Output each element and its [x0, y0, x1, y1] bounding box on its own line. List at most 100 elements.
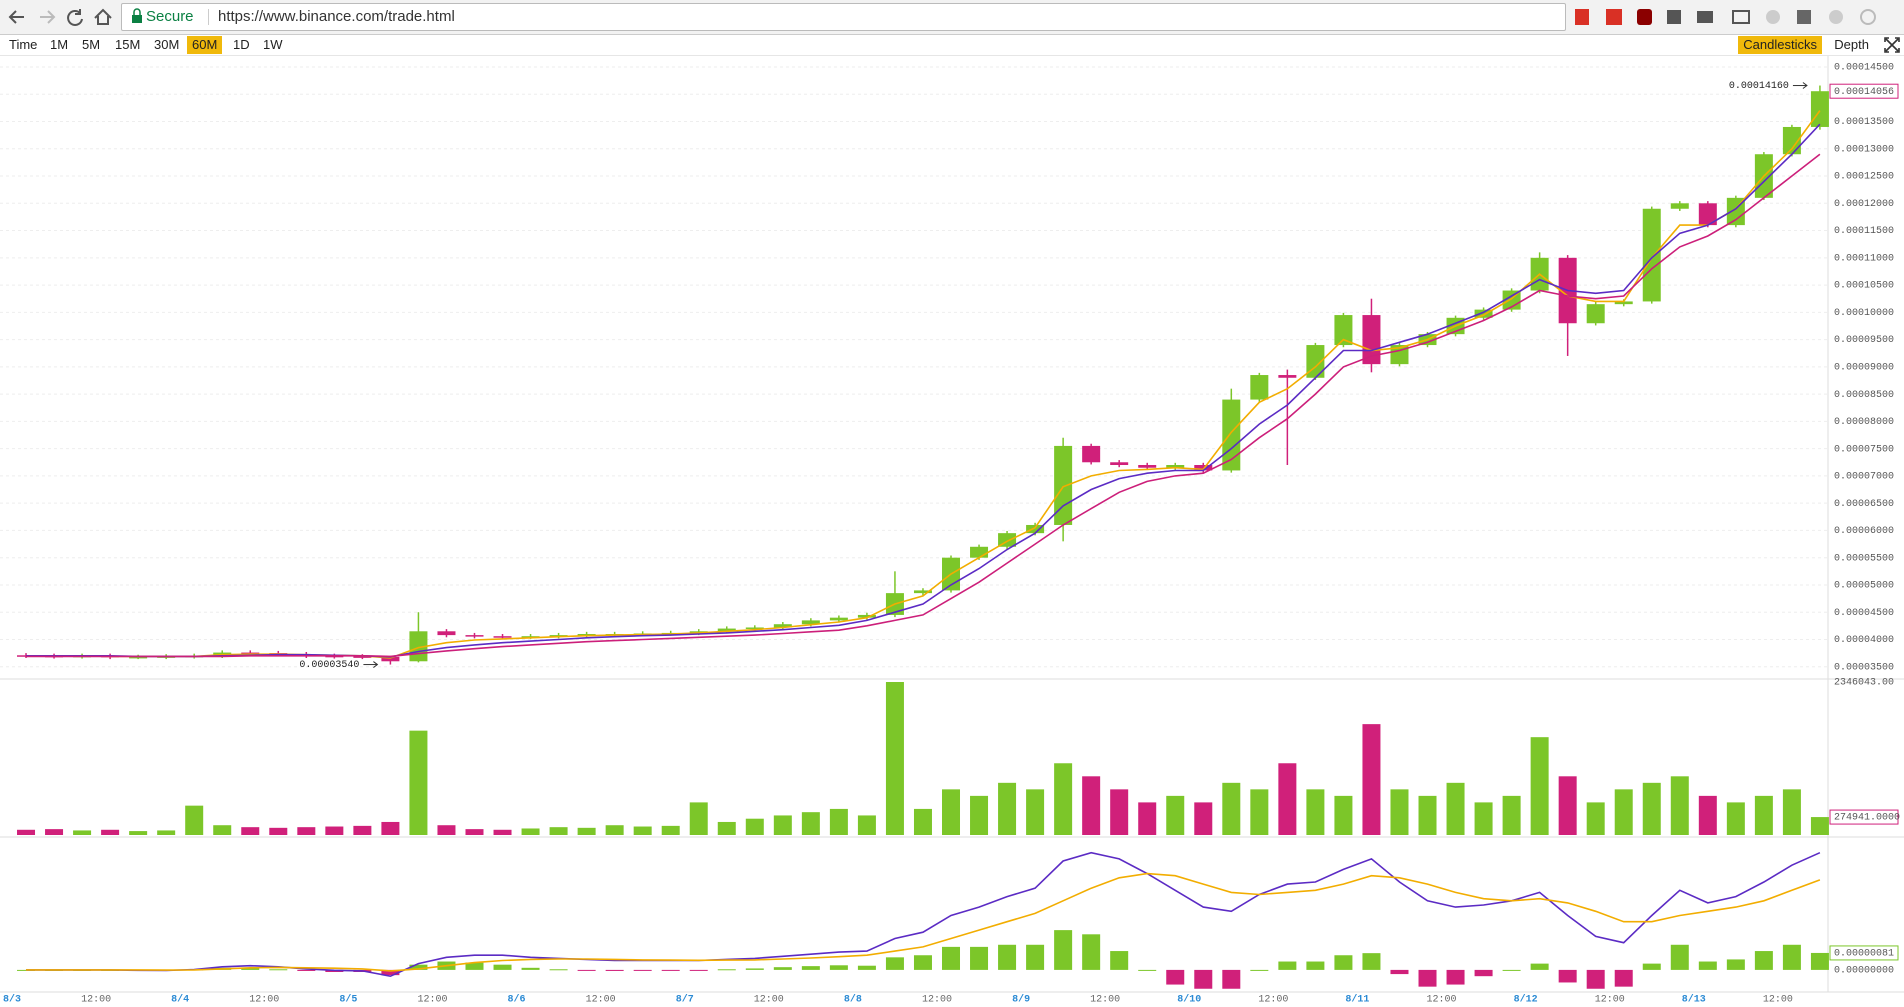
candle-body [1670, 203, 1689, 209]
macd-histogram-bar [1446, 969, 1465, 985]
extension-icon[interactable] [1797, 10, 1811, 24]
interval-button[interactable]: 1D [233, 37, 250, 52]
volume-bar [717, 821, 736, 835]
x-tick-label: 8/8 [844, 994, 862, 1006]
extension-icon[interactable] [1575, 9, 1589, 25]
x-tick-label: 8/9 [1012, 994, 1030, 1006]
interval-button[interactable]: 60M [187, 36, 223, 54]
volume-bar [1138, 802, 1157, 835]
macd-histogram-bar [1558, 969, 1577, 983]
y-tick-label: 0.00008000 [1834, 417, 1894, 428]
home-button[interactable] [94, 8, 112, 25]
volume-bar [17, 829, 36, 835]
volume-bar [1670, 776, 1689, 835]
last-value-label: 0.00014056 [1834, 87, 1894, 98]
interval-button[interactable]: 30M [154, 37, 180, 52]
x-tick-label: 8/10 [1177, 994, 1201, 1006]
extension-icon[interactable] [1766, 10, 1780, 24]
chart-toolbar: Time 1M 5M 15M 30M 60M 1D 1W Candlesticks Depth [0, 35, 1904, 56]
volume-bar [465, 829, 484, 835]
candle-body [1250, 375, 1269, 400]
forward-button[interactable] [40, 10, 56, 24]
volume-bar [1362, 724, 1381, 835]
reload-button[interactable] [67, 9, 83, 26]
extension-icon[interactable] [1667, 10, 1681, 24]
volume-bar [73, 830, 92, 835]
view-button[interactable]: Depth [1834, 37, 1869, 52]
ma-line [26, 123, 1821, 658]
extension-icon[interactable] [1697, 11, 1713, 23]
x-tick-label: 8/11 [1345, 994, 1369, 1006]
candle-body [1110, 462, 1129, 466]
volume-bar [829, 808, 848, 835]
volume-bar [1754, 795, 1773, 835]
macd-histogram-bar [661, 969, 680, 971]
macd-histogram-bar [1334, 955, 1353, 970]
macd-line [26, 851, 1821, 978]
ma-line [26, 153, 1821, 658]
macd-histogram-bar [1278, 961, 1297, 970]
candle-body [1334, 315, 1353, 346]
extension-icon[interactable] [1829, 10, 1843, 24]
macd-histogram-bar [1614, 969, 1633, 987]
annotation-label: 0.00014160 [1729, 81, 1789, 92]
macd-histogram-bar [1726, 959, 1745, 970]
macd-histogram-bar [970, 946, 989, 970]
volume-bar [157, 830, 176, 835]
macd-histogram-bar [297, 969, 316, 971]
volume-bar [1586, 802, 1605, 835]
interval-button[interactable]: 1M [50, 37, 69, 52]
ma-line [26, 110, 1821, 659]
macd-histogram-bar [885, 957, 904, 970]
macd-histogram-bar [1110, 951, 1129, 970]
macd-histogram-bar [1810, 952, 1829, 970]
address-bar[interactable]: Secure https://www.binance.com/trade.htm… [121, 3, 1566, 31]
extension-icon[interactable] [1860, 9, 1876, 25]
extension-icon[interactable] [1637, 9, 1652, 25]
volume-bar [549, 827, 568, 835]
back-button[interactable] [8, 10, 24, 24]
volume-bar [633, 826, 652, 835]
volume-bar [381, 821, 400, 835]
macd-histogram-bar [1474, 969, 1493, 977]
macd-histogram-bar [1306, 961, 1325, 970]
macd-histogram-bar [1026, 944, 1045, 970]
y-tick-label: 0.00006500 [1834, 499, 1894, 510]
macd-histogram-bar [633, 969, 652, 971]
macd-histogram-bar [1390, 969, 1409, 975]
view-button[interactable]: Candlesticks [1738, 36, 1822, 54]
fullscreen-button[interactable] [1884, 37, 1900, 53]
macd-histogram-bar [801, 966, 820, 970]
y-tick-label: 0.00003500 [1834, 662, 1894, 673]
volume-bar [801, 812, 820, 835]
extension-icon[interactable] [1606, 9, 1622, 25]
extension-icon[interactable] [1732, 10, 1750, 24]
interval-button[interactable]: 15M [115, 37, 141, 52]
volume-bar [1082, 776, 1101, 835]
volume-bar [1166, 795, 1185, 835]
y-tick-label: 0.00005000 [1834, 581, 1894, 592]
macd-histogram-bar [1418, 969, 1437, 987]
volume-bar [1222, 782, 1241, 835]
macd-histogram-bar [1054, 930, 1073, 970]
interval-button[interactable]: 5M [82, 37, 101, 52]
x-tick-label: 12:00 [1763, 995, 1793, 1006]
volume-bar [942, 789, 961, 835]
x-tick-label: 8/3 [3, 994, 21, 1006]
volume-bar [1446, 782, 1465, 835]
macd-histogram-bar [1138, 969, 1157, 971]
candle-body [1586, 304, 1605, 324]
y-tick-label: 2346043.00 [1834, 678, 1894, 689]
x-tick-label: 12:00 [1595, 995, 1625, 1006]
macd-histogram-bar [1530, 963, 1549, 970]
macd-histogram-bar [269, 969, 288, 971]
volume-bar [493, 829, 512, 835]
interval-button[interactable]: 1W [263, 37, 283, 52]
y-tick-label: 0.00004000 [1834, 635, 1894, 646]
volume-bar [1782, 789, 1801, 835]
y-tick-label: 0.00007000 [1834, 472, 1894, 483]
candle-body [241, 652, 260, 655]
interval-button[interactable]: Time [9, 37, 38, 52]
candle-body [381, 656, 400, 662]
